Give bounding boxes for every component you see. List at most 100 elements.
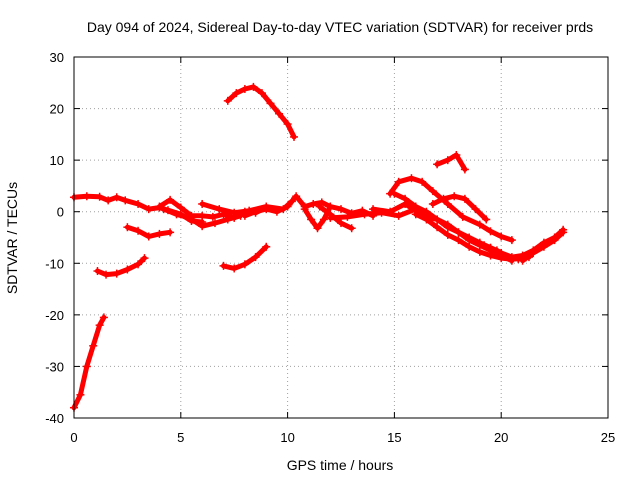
data-point [452,150,461,159]
data-point [401,194,410,203]
x-tick-label: 0 [70,430,77,445]
data-point [223,215,232,224]
data-point [112,193,121,202]
data-point [307,215,316,224]
x-axis: 0 5 10 15 20 25 [70,57,615,445]
x-tick-label: 25 [601,430,615,445]
data-point [326,202,335,211]
data-point [309,199,318,208]
data-point [283,202,292,211]
data-point [251,207,260,216]
data-point [319,215,328,224]
data-point [471,205,480,214]
data-point [369,205,378,214]
data-point [232,89,241,98]
data-point [360,210,369,219]
y-tick-label: -30 [45,359,64,374]
data-point [95,192,104,201]
data-point [123,265,132,274]
data-point [223,96,232,105]
data-point [140,254,149,263]
data-point [394,177,403,186]
data-point [443,223,452,232]
y-axis: -40 -30 -20 -10 0 10 20 30 [45,50,608,426]
data-point [208,212,217,221]
data-point [283,120,292,129]
data-point [76,390,85,399]
data-point [104,196,113,205]
data-point [272,207,281,216]
data-point [465,242,474,251]
data-point [144,232,153,241]
data-point [486,227,495,236]
data-point [514,255,523,264]
data-point [343,212,352,221]
data-point [240,84,249,93]
data-point [507,236,516,245]
data-point [215,205,224,214]
x-tick-label: 20 [494,430,508,445]
data-point [219,261,228,270]
series-arc-20 [434,152,468,172]
data-point [411,202,420,211]
data-point [450,192,459,201]
data-point [262,242,271,251]
data-point [454,236,463,245]
data-point [134,260,143,269]
data-point [230,208,239,217]
data-point [433,160,442,169]
x-axis-label: GPS time / hours [287,457,394,473]
data-point [550,236,559,245]
data-point [347,224,356,233]
data-point [529,248,538,257]
data-point [428,199,437,208]
data-point [539,242,548,251]
data-point [433,215,442,224]
data-point [433,223,442,232]
data-point [460,165,469,174]
data-point [482,215,491,224]
data-point [159,205,168,214]
data-point [185,213,194,222]
data-point [300,205,309,214]
data-point [503,253,512,262]
data-point [524,253,533,262]
data-point [123,223,132,232]
data-point [443,199,452,208]
data-point [407,174,416,183]
data-point [144,205,153,214]
data-point [134,226,143,235]
data-point [121,196,130,205]
data-point [176,203,185,212]
plot-frame [73,56,609,419]
data-point [337,205,345,214]
data-point [475,220,484,229]
data-point [155,202,164,211]
data-point [266,99,275,108]
data-point [230,264,239,273]
data-point [390,189,399,198]
data-point [492,246,501,255]
data-point [480,241,489,250]
data-point [559,228,568,237]
x-tick-label: 5 [177,430,184,445]
data-point [240,260,249,269]
data-point [166,195,175,204]
series-arc-19 [430,193,489,222]
data-point [386,207,395,216]
y-tick-label: 10 [50,153,64,168]
data-point [112,269,121,278]
data-point [89,341,98,350]
data-point [172,210,181,219]
data-point [166,228,175,237]
data-point [460,194,469,203]
data-point [210,219,219,228]
data-point [443,230,452,239]
data-point [428,187,437,196]
data-point [198,222,207,231]
data-point [198,199,207,208]
data-point [102,270,111,279]
data-point [82,362,91,371]
x-tick-label: 10 [280,430,294,445]
